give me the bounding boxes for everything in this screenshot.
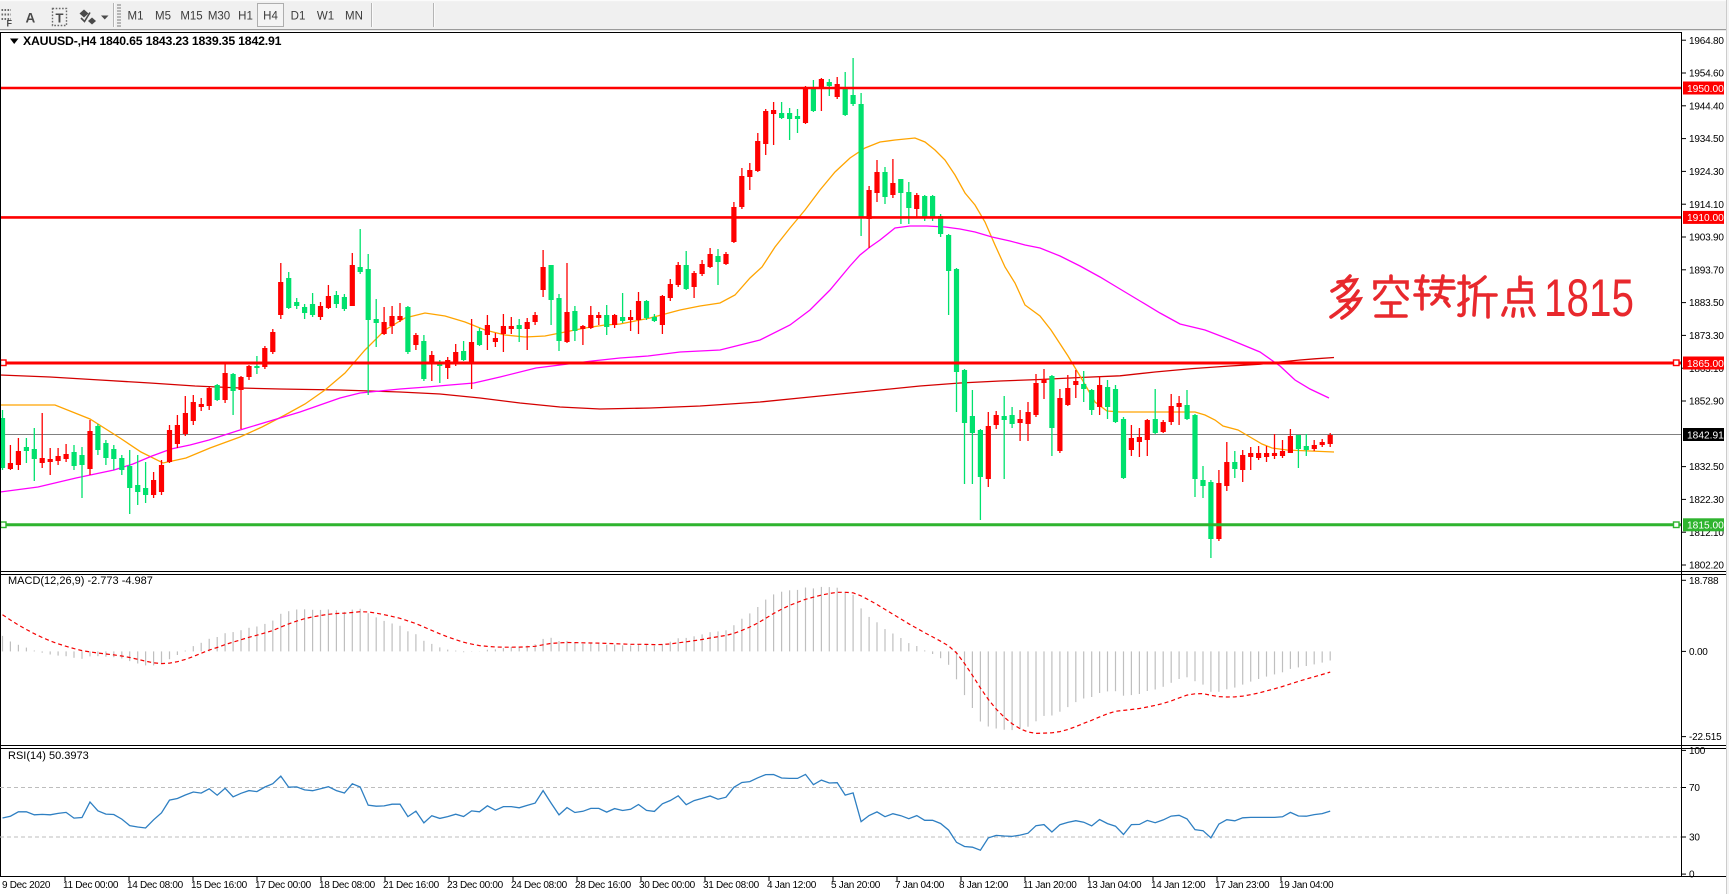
svg-text:4 Jan 12:00: 4 Jan 12:00 bbox=[767, 880, 817, 891]
svg-text:18.788: 18.788 bbox=[1689, 576, 1719, 587]
svg-text:1914.10: 1914.10 bbox=[1689, 200, 1724, 211]
svg-text:RSI(14) 50.3973: RSI(14) 50.3973 bbox=[8, 750, 89, 762]
svg-text:1883.50: 1883.50 bbox=[1689, 298, 1724, 309]
svg-text:A: A bbox=[26, 11, 36, 26]
svg-text:17 Jan 23:00: 17 Jan 23:00 bbox=[1215, 880, 1270, 891]
svg-text:M5: M5 bbox=[155, 11, 171, 23]
svg-text:0.00: 0.00 bbox=[1689, 647, 1708, 658]
svg-text:100: 100 bbox=[1689, 746, 1706, 757]
svg-text:1910.00: 1910.00 bbox=[1687, 213, 1724, 224]
svg-text:1852.90: 1852.90 bbox=[1689, 397, 1724, 408]
svg-text:M15: M15 bbox=[180, 11, 202, 23]
svg-text:30: 30 bbox=[1689, 833, 1700, 844]
svg-text:1832.50: 1832.50 bbox=[1689, 462, 1724, 473]
svg-text:28 Dec 16:00: 28 Dec 16:00 bbox=[575, 880, 632, 891]
svg-text:24 Dec 08:00: 24 Dec 08:00 bbox=[511, 880, 568, 891]
svg-text:19 Jan 04:00: 19 Jan 04:00 bbox=[1279, 880, 1334, 891]
svg-text:1802.20: 1802.20 bbox=[1689, 561, 1724, 572]
svg-text:1944.40: 1944.40 bbox=[1689, 101, 1724, 112]
svg-text:18 Dec 08:00: 18 Dec 08:00 bbox=[319, 880, 376, 891]
svg-text:W1: W1 bbox=[317, 11, 334, 23]
svg-text:1903.90: 1903.90 bbox=[1689, 233, 1724, 244]
svg-text:M1: M1 bbox=[128, 11, 144, 23]
svg-text:1964.80: 1964.80 bbox=[1689, 36, 1724, 47]
svg-text:11 Jan 20:00: 11 Jan 20:00 bbox=[1023, 880, 1077, 891]
svg-text:1934.50: 1934.50 bbox=[1689, 134, 1724, 145]
svg-text:F: F bbox=[7, 19, 13, 29]
svg-text:14 Jan 12:00: 14 Jan 12:00 bbox=[1151, 880, 1206, 891]
svg-text:13 Jan 04:00: 13 Jan 04:00 bbox=[1087, 880, 1142, 891]
svg-text:70: 70 bbox=[1689, 783, 1700, 794]
svg-text:23 Dec 00:00: 23 Dec 00:00 bbox=[447, 880, 504, 891]
svg-text:1950.00: 1950.00 bbox=[1687, 84, 1724, 95]
svg-text:9 Dec 2020: 9 Dec 2020 bbox=[2, 880, 51, 891]
svg-text:1865.00: 1865.00 bbox=[1687, 359, 1724, 370]
svg-text:21 Dec 16:00: 21 Dec 16:00 bbox=[383, 880, 440, 891]
svg-text:1954.60: 1954.60 bbox=[1689, 69, 1724, 80]
svg-text:1812.10: 1812.10 bbox=[1689, 528, 1724, 539]
svg-text:1924.30: 1924.30 bbox=[1689, 167, 1724, 178]
svg-text:D1: D1 bbox=[291, 11, 306, 23]
svg-text:5 Jan 20:00: 5 Jan 20:00 bbox=[831, 880, 881, 891]
svg-text:MN: MN bbox=[345, 11, 363, 23]
svg-text:T: T bbox=[56, 11, 64, 26]
svg-text:-22.515: -22.515 bbox=[1689, 732, 1722, 743]
svg-text:11 Dec 00:00: 11 Dec 00:00 bbox=[63, 880, 119, 891]
svg-text:1815: 1815 bbox=[1544, 269, 1634, 328]
svg-text:7 Jan 04:00: 7 Jan 04:00 bbox=[895, 880, 945, 891]
svg-text:MACD(12,26,9) -2.773 -4.987: MACD(12,26,9) -2.773 -4.987 bbox=[8, 575, 153, 587]
svg-text:8 Jan 12:00: 8 Jan 12:00 bbox=[959, 880, 1009, 891]
svg-text:1815.00: 1815.00 bbox=[1687, 521, 1724, 532]
svg-text:H1: H1 bbox=[238, 11, 253, 23]
svg-text:M30: M30 bbox=[208, 11, 230, 23]
svg-text:XAUUSD-,H4 1840.65 1843.23 18: XAUUSD-,H4 1840.65 1843.23 1839.35 1842.… bbox=[23, 34, 282, 48]
svg-text:30 Dec 00:00: 30 Dec 00:00 bbox=[639, 880, 696, 891]
svg-text:14 Dec 08:00: 14 Dec 08:00 bbox=[127, 880, 184, 891]
svg-text:0: 0 bbox=[1689, 870, 1695, 881]
svg-text:1873.30: 1873.30 bbox=[1689, 331, 1724, 342]
svg-text:31 Dec 08:00: 31 Dec 08:00 bbox=[703, 880, 760, 891]
svg-text:H4: H4 bbox=[263, 11, 278, 23]
svg-text:17 Dec 00:00: 17 Dec 00:00 bbox=[255, 880, 312, 891]
svg-text:1893.70: 1893.70 bbox=[1689, 265, 1724, 276]
svg-text:1842.91: 1842.91 bbox=[1687, 430, 1724, 441]
svg-text:1822.30: 1822.30 bbox=[1689, 495, 1724, 506]
svg-text:15 Dec 16:00: 15 Dec 16:00 bbox=[191, 880, 248, 891]
